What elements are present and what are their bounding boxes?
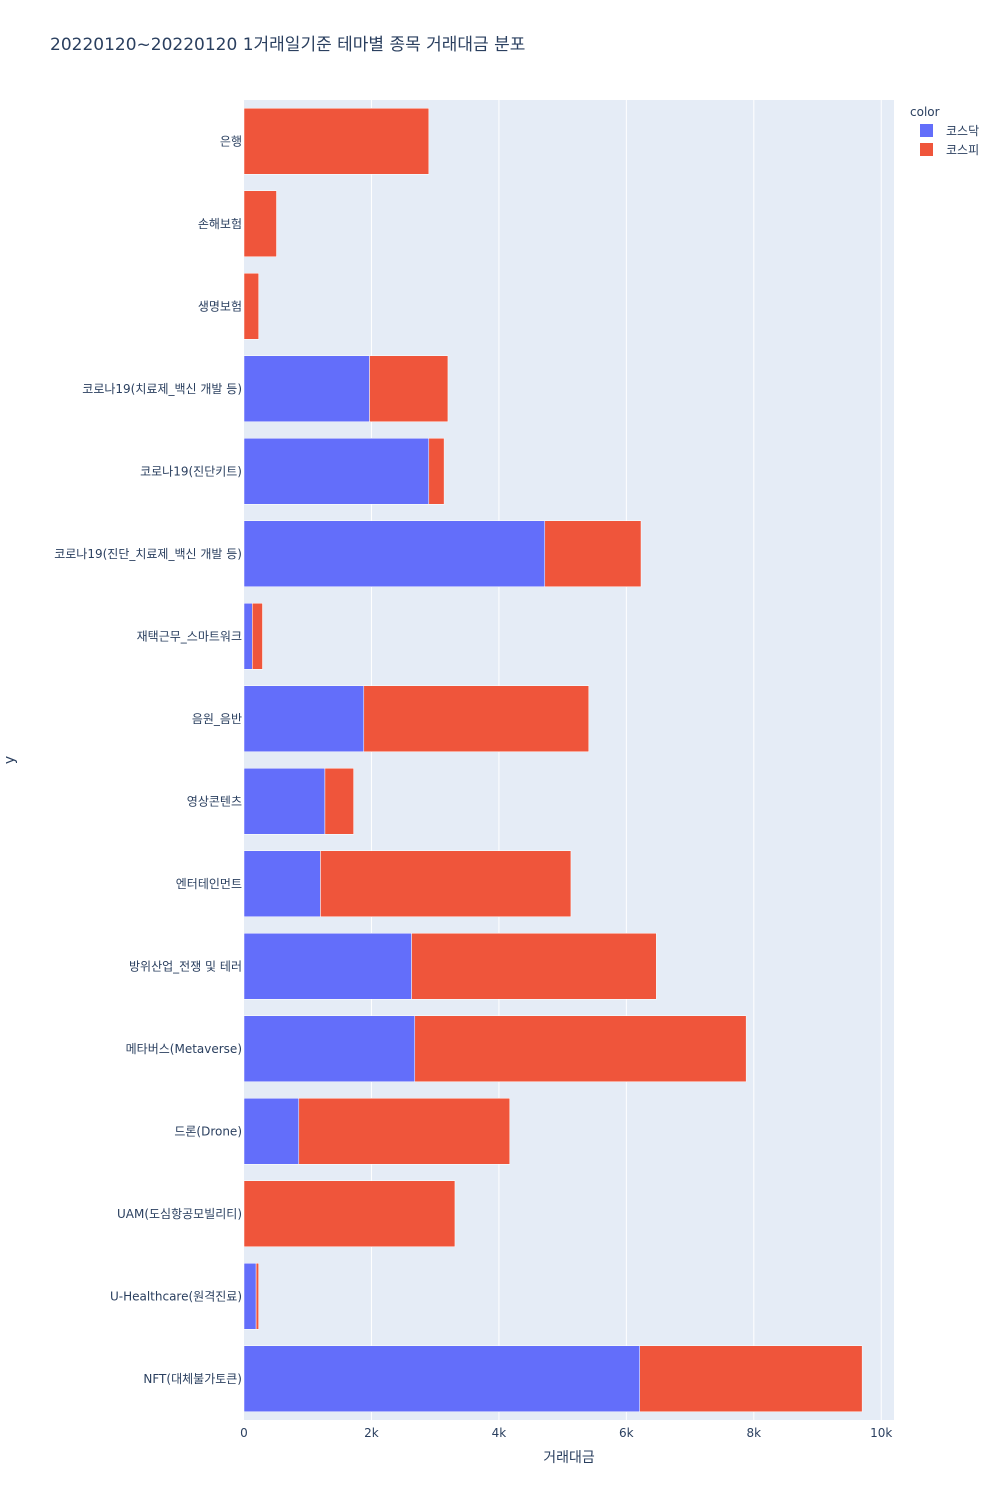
bar-5-1 (544, 520, 642, 587)
bar-9-1 (320, 850, 572, 917)
y-tick-label-11: 메타버스(Metaverse) (126, 1042, 242, 1056)
bar-4-0 (243, 438, 430, 505)
x-tick-label-4: 8k (747, 1426, 762, 1440)
x-tick-label-0: 0 (240, 1426, 248, 1440)
bar-10-1 (411, 933, 657, 1000)
legend-label-0: 코스닥 (946, 124, 979, 138)
bar-4-1 (428, 438, 445, 505)
bar-14-0 (243, 1263, 257, 1330)
x-tick-label-5: 10k (870, 1426, 892, 1440)
y-tick-label-13: UAM(도심항공모빌리티) (117, 1207, 242, 1221)
legend-title: color (910, 105, 940, 119)
x-axis-title: 거래대금 (543, 1450, 595, 1466)
y-tick-label-6: 재택근무_스마트워크 (137, 629, 242, 643)
y-tick-label-1: 손해보험 (198, 217, 242, 231)
y-tick-label-7: 음원_음반 (192, 712, 242, 726)
y-tick-label-14: U-Healthcare(원격진료) (110, 1289, 242, 1303)
legend-swatch-0 (920, 124, 933, 137)
y-tick-label-15: NFT(대체불가토큰) (143, 1372, 242, 1386)
bar-11-0 (243, 1015, 416, 1082)
bar-3-1 (369, 355, 449, 422)
y-tick-label-2: 생명보험 (198, 299, 242, 313)
chart-title: 20220120~20220120 1거래일기준 테마별 종목 거래대금 분포 (50, 35, 525, 55)
bar-15-1 (639, 1345, 863, 1412)
y-tick-label-8: 영상콘텐츠 (187, 794, 242, 808)
x-axis-ticks: 0 2k 4k 6k 8k 10k (240, 1426, 892, 1440)
bar-2-1 (243, 273, 259, 340)
bar-11-1 (414, 1015, 747, 1082)
y-tick-label-3: 코로나19(치료제_백신 개발 등) (82, 382, 242, 396)
bar-15-0 (243, 1345, 640, 1412)
bar-5-0 (243, 520, 546, 587)
legend-label-1: 코스피 (946, 143, 979, 157)
legend-swatch-1 (920, 143, 933, 156)
bar-14-1 (255, 1263, 259, 1330)
x-tick-label-1: 2k (364, 1426, 379, 1440)
bar-1-1 (243, 190, 277, 257)
bars (243, 108, 863, 1412)
bar-13-1 (243, 1180, 456, 1247)
y-tick-label-12: 드론(Drone) (174, 1124, 242, 1138)
y-tick-label-4: 코로나19(진단키트) (140, 464, 242, 478)
x-tick-label-3: 6k (619, 1426, 634, 1440)
bar-12-0 (243, 1098, 300, 1165)
bar-7-0 (243, 685, 365, 752)
y-tick-label-0: 은행 (220, 133, 242, 148)
bar-8-1 (324, 768, 354, 835)
y-tick-label-10: 방위산업_전쟁 및 테러 (129, 959, 242, 973)
bar-6-0 (243, 603, 253, 670)
bar-8-0 (243, 768, 326, 835)
bar-7-1 (363, 685, 590, 752)
bar-10-0 (243, 933, 412, 1000)
y-tick-label-9: 엔터테인먼트 (176, 877, 242, 891)
bar-6-1 (252, 603, 263, 670)
y-tick-label-5: 코로나19(진단_치료제_백신 개발 등) (54, 547, 242, 561)
bar-0-1 (243, 108, 430, 175)
bar-3-0 (243, 355, 370, 422)
x-tick-label-2: 4k (492, 1426, 507, 1440)
y-axis-title: y (2, 756, 18, 764)
bar-12-1 (298, 1098, 510, 1165)
bar-9-0 (243, 850, 321, 917)
